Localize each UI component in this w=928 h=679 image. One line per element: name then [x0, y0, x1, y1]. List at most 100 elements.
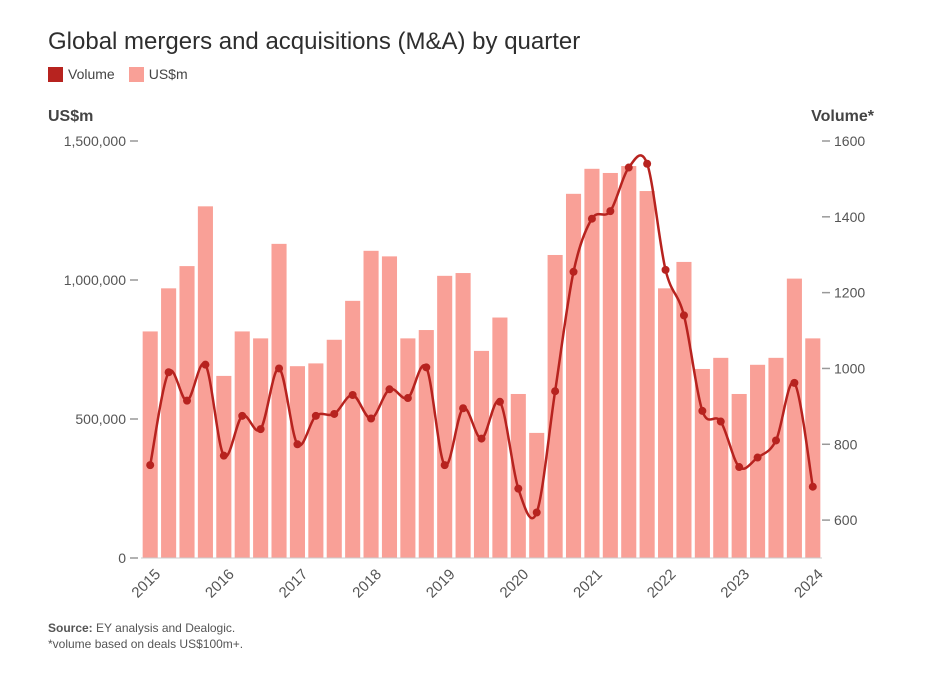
right-axis-tick-label: 1200	[834, 285, 865, 301]
volume-point-2021-q2	[606, 207, 615, 216]
left-axis-tick-label: 0	[118, 550, 126, 566]
legend-item-usdm[interactable]: US$m	[128, 66, 188, 82]
bar-2019-q4	[492, 317, 508, 558]
bar-2020-q3	[547, 254, 563, 559]
volume-point-2015-q4	[201, 360, 210, 369]
left-axis-tick-label: 1,500,000	[64, 133, 126, 149]
bar-2022-q4	[713, 357, 729, 558]
left-axis-tick-label: 1,000,000	[64, 272, 126, 288]
bar-2018-q2	[381, 256, 398, 558]
volume-point-2019-q2	[459, 404, 468, 413]
bar-2015-q3	[179, 266, 195, 558]
bar-2022-q3	[694, 368, 710, 558]
volume-point-2019-q1	[440, 461, 449, 470]
volume-point-2016-q3	[256, 425, 265, 434]
source-line: Source: EY analysis and Dealogic.	[48, 620, 243, 636]
volume-point-2019-q4	[495, 397, 504, 406]
bar-2022-q1	[658, 288, 674, 558]
footnote: *volume based on deals US$100m+.	[48, 637, 244, 651]
bar-2016-q3	[253, 338, 269, 558]
volume-point-2018-q4	[422, 363, 431, 372]
chart-title: Global mergers and acquisitions (M&A) by…	[48, 28, 581, 55]
bar-2015-q4	[197, 206, 213, 558]
volume-point-2017-q1	[293, 440, 302, 449]
source-label: Source:	[48, 621, 93, 635]
volume-point-2023-q3	[771, 436, 780, 445]
volume-point-2021-q3	[624, 163, 633, 172]
bar-2020-q2	[529, 432, 545, 558]
x-axis-tick-label: 2015	[128, 566, 164, 602]
bar-2017-q3	[326, 339, 342, 558]
volume-point-2016-q2	[238, 411, 247, 420]
bar-2023-q1	[731, 393, 747, 558]
bar-2019-q1	[437, 275, 453, 558]
volume-point-2018-q1	[367, 414, 376, 423]
volume-point-2020-q4	[569, 267, 578, 276]
volume-point-2016-q4	[275, 364, 284, 373]
bar-2020-q4	[565, 193, 582, 558]
volume-point-2020-q1	[514, 484, 523, 493]
bar-2016-q2	[234, 331, 250, 558]
volume-point-2019-q3	[477, 434, 486, 443]
right-axis-tick-label: 800	[834, 436, 858, 452]
volume-point-2022-q4	[716, 417, 725, 426]
right-axis-tick-label: 1400	[834, 209, 865, 225]
x-axis-tick-label: 2018	[349, 566, 385, 602]
volume-point-2021-q1	[587, 214, 596, 223]
bar-2017-q4	[345, 300, 361, 558]
volume-point-2021-q4	[643, 159, 652, 168]
volume-point-2023-q2	[753, 453, 762, 462]
right-axis-title: Volume*	[811, 108, 874, 125]
bar-2021-q3	[621, 166, 637, 558]
left-axis-tick-label: 500,000	[75, 411, 126, 427]
bar-2020-q1	[510, 393, 526, 558]
x-axis-tick-label: 2023	[717, 566, 753, 602]
bar-2018-q3	[400, 338, 416, 558]
volume-point-2020-q2	[532, 508, 541, 517]
bar-2019-q3	[473, 350, 490, 558]
volume-point-2022-q2	[679, 311, 688, 320]
chart-legend: Volume US$m	[48, 66, 188, 82]
legend-swatch-volume	[48, 66, 63, 82]
volume-point-2024-q1	[808, 482, 817, 491]
bar-2021-q4	[639, 191, 655, 559]
x-axis-tick-label: 2019	[423, 566, 459, 602]
volume-point-2018-q3	[403, 394, 412, 403]
bar-2016-q4	[271, 243, 287, 559]
x-axis-tick-label: 2016	[202, 566, 238, 602]
bar-2021-q1	[584, 168, 600, 559]
chart-footer: Source: EY analysis and Dealogic. *volum…	[48, 620, 243, 652]
volume-point-2015-q2	[164, 368, 173, 377]
volume-point-2017-q2	[311, 411, 320, 420]
bar-2016-q1	[216, 375, 232, 558]
volume-point-2017-q4	[348, 390, 357, 399]
x-axis-tick-label: 2021	[570, 566, 606, 602]
legend-item-volume[interactable]: Volume	[48, 66, 115, 82]
x-axis-tick-label: 2017	[276, 566, 312, 602]
bar-2017-q2	[308, 363, 324, 558]
right-axis-tick-label: 600	[834, 512, 858, 528]
bar-2023-q3	[768, 357, 784, 558]
volume-point-2015-q1	[146, 461, 155, 470]
legend-label-usdm: US$m	[148, 66, 188, 82]
right-axis-tick-label: 1600	[834, 133, 865, 149]
bar-2024-q1	[805, 338, 821, 558]
volume-point-2015-q3	[183, 396, 192, 405]
bar-2015-q2	[161, 288, 177, 558]
legend-swatch-usdm	[128, 66, 144, 82]
volume-point-2023-q1	[735, 463, 744, 472]
bar-2022-q2	[676, 261, 692, 558]
volume-point-2016-q1	[219, 451, 228, 460]
bar-2021-q2	[602, 172, 618, 558]
volume-point-2017-q3	[330, 409, 339, 418]
bar-2023-q4	[786, 278, 802, 558]
bar-2017-q1	[289, 366, 305, 558]
x-axis-tick-label: 2020	[497, 566, 533, 602]
volume-point-2018-q2	[385, 385, 394, 394]
volume-point-2023-q4	[790, 378, 799, 387]
volume-point-2020-q3	[551, 387, 560, 396]
left-axis-title: US$m	[48, 108, 94, 125]
legend-label-volume: Volume	[68, 66, 115, 82]
bar-2018-q1	[363, 250, 379, 558]
